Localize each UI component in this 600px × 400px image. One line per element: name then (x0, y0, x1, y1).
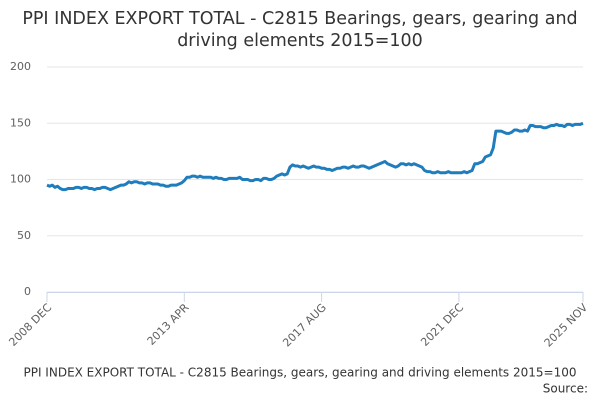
caption: PPI INDEX EXPORT TOTAL - C2815 Bearings,… (23, 366, 576, 380)
source: Source: (543, 382, 588, 396)
y-tick-label: 50 (17, 229, 31, 242)
x-tick-label: 2025 NOV (542, 301, 591, 350)
x-tick-label: 2017 AUG (280, 301, 329, 350)
x-tick-label: 2008 DEC (6, 301, 54, 349)
y-tick-label: 200 (10, 60, 31, 73)
y-tick-label: 150 (10, 116, 31, 129)
x-tick-label: 2021 DEC (418, 301, 466, 349)
data-line (46, 121, 584, 192)
y-tick-label: 100 (10, 173, 31, 186)
y-tick-label: 0 (24, 285, 31, 298)
chart-title: PPI INDEX EXPORT TOTAL - C2815 Bearings,… (22, 9, 578, 51)
x-tick-label: 2013 APR (145, 301, 192, 348)
